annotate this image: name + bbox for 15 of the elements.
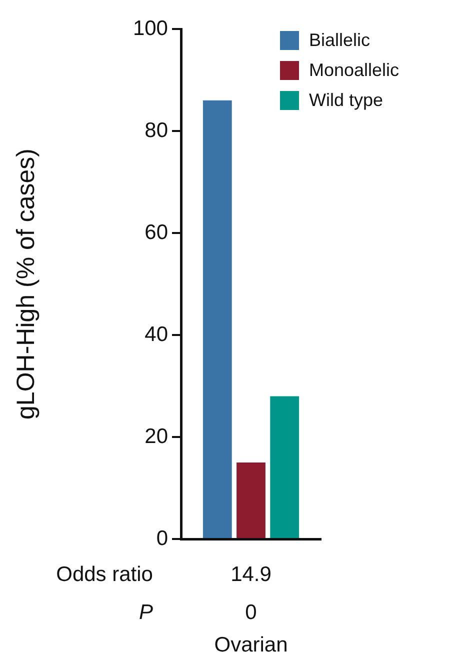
text: 14.9 xyxy=(230,562,272,586)
legend-label: Wild type xyxy=(309,90,384,110)
x-tick-label: Ovarian xyxy=(214,633,288,656)
text: Odds ratio xyxy=(56,562,153,586)
y-axis-title: gLOH-High (% of cases) xyxy=(12,148,40,420)
y-tick-label: 40 xyxy=(144,322,168,346)
y-tick-label: 60 xyxy=(144,220,168,244)
legend-label: Biallelic xyxy=(309,30,370,50)
y-tick-label: 80 xyxy=(144,118,168,142)
text: 0 xyxy=(245,600,257,624)
y-tick-label: 100 xyxy=(132,16,168,40)
y-tick-label: 20 xyxy=(144,424,168,448)
legend-label: Monoallelic xyxy=(309,60,400,80)
y-tick-label: 0 xyxy=(156,526,168,550)
text: P xyxy=(138,600,153,624)
